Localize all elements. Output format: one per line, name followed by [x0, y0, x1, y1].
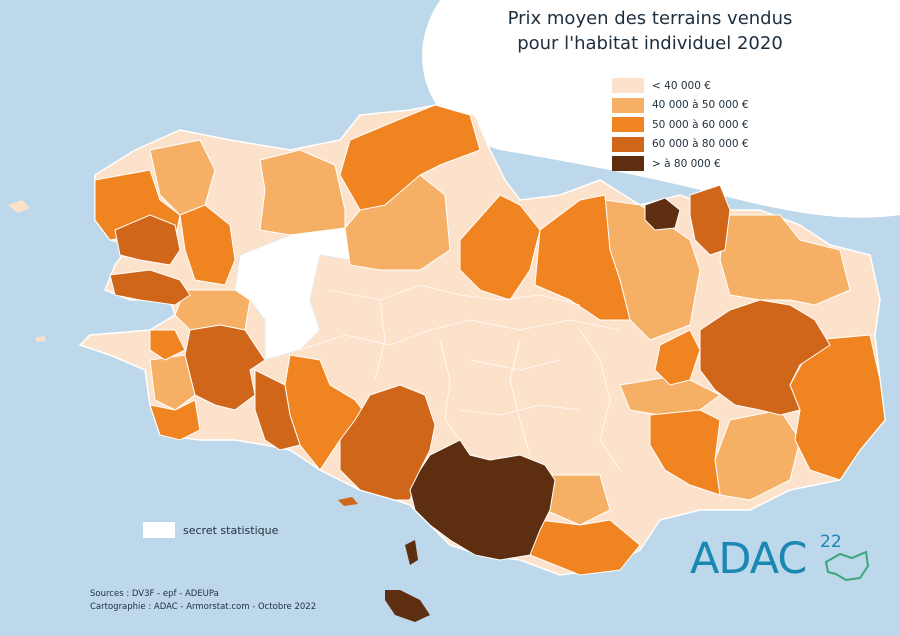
region-c3-l: [149, 329, 186, 361]
island-sein: [35, 336, 46, 342]
title-backdrop: [422, 0, 900, 218]
region-c3-e: [534, 194, 631, 321]
region-c3-d: [459, 194, 541, 301]
adac-logo: ADAC: [690, 534, 807, 584]
legend-swatch: [612, 117, 644, 133]
region-c3-b: [179, 204, 236, 286]
legend-swatch: [612, 156, 644, 172]
legend-item: 60 000 à 80 000 €: [612, 135, 749, 155]
region-c4-e: [339, 384, 436, 501]
region-c5-island-b: [385, 590, 430, 622]
legend-item: 50 000 à 60 000 €: [612, 115, 749, 135]
region-c3-c: [339, 104, 481, 211]
region-c2-e: [719, 214, 851, 306]
legend-item: 40 000 à 50 000 €: [612, 96, 749, 116]
region-c3-j: [149, 399, 201, 441]
region-c4-d: [254, 369, 301, 451]
legend-swatch: [612, 78, 644, 94]
region-c4-a: [114, 214, 181, 266]
sources: Sources : DV3F - epf - ADEUPa Cartograph…: [90, 588, 316, 614]
legend-label: < 40 000 €: [652, 79, 711, 92]
legend-item: < 40 000 €: [612, 76, 749, 96]
legend-label: 60 000 à 80 000 €: [652, 138, 749, 151]
secret-label: secret statistique: [183, 523, 279, 537]
internal-borders: [299, 284, 621, 471]
region-c3-g: [649, 409, 721, 496]
title-line-2: pour l'habitat individuel 2020: [517, 33, 783, 54]
legend: < 40 000 € 40 000 à 50 000 € 50 000 à 60…: [612, 76, 749, 174]
region-c2-c: [344, 174, 451, 271]
region-c4-g: [689, 184, 731, 256]
legend-label: 50 000 à 60 000 €: [652, 118, 749, 131]
island-ouessant: [8, 200, 30, 213]
region-c5-a: [409, 439, 556, 561]
island-groix: [338, 497, 358, 506]
map-title: Prix moyen des terrains vendus pour l'ha…: [470, 6, 830, 56]
adac-logo-superscript: 22: [820, 532, 842, 552]
sources-line-1: Sources : DV3F - epf - ADEUPa: [90, 589, 219, 599]
region-c5-b: [644, 197, 681, 231]
logo-shape-icon: [824, 550, 870, 582]
region-c2-g: [149, 354, 196, 411]
legend-swatch: [612, 136, 644, 152]
legend-swatch: [612, 97, 644, 113]
region-c5-island-a: [405, 540, 418, 565]
legend-label: 40 000 à 50 000 €: [652, 99, 749, 112]
sources-line-2: Cartographie : ADAC - Armorstat.com - Oc…: [90, 602, 317, 612]
legend-label: > à 80 000 €: [652, 157, 721, 170]
secret-swatch: [143, 522, 175, 538]
region-c4-b: [109, 269, 191, 306]
region-c3-i: [529, 519, 641, 576]
legend-item: > à 80 000 €: [612, 154, 749, 174]
region-c3-k: [654, 329, 701, 386]
title-line-1: Prix moyen des terrains vendus: [507, 8, 793, 29]
secret-legend: secret statistique: [143, 522, 278, 538]
region-c4-f: [699, 299, 831, 416]
